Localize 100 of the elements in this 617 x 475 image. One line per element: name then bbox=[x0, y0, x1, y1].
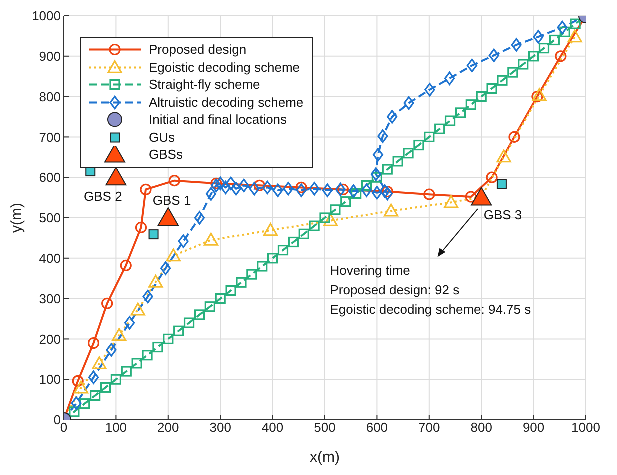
point bbox=[309, 220, 320, 232]
point bbox=[106, 167, 127, 186]
point bbox=[69, 406, 80, 418]
legend-label: Egoistic decoding scheme bbox=[149, 60, 300, 75]
point bbox=[124, 316, 136, 330]
point bbox=[486, 83, 498, 94]
y-tick-label: 900 bbox=[39, 49, 61, 64]
legend-label: Proposed design bbox=[149, 42, 247, 58]
y-tick-label: 600 bbox=[39, 170, 61, 186]
point bbox=[322, 184, 333, 198]
point bbox=[557, 20, 568, 35]
point bbox=[403, 148, 414, 159]
point bbox=[404, 96, 414, 110]
point bbox=[238, 178, 250, 192]
point bbox=[88, 337, 100, 350]
point bbox=[528, 51, 540, 62]
point bbox=[382, 186, 393, 201]
point bbox=[90, 390, 101, 402]
point bbox=[424, 188, 436, 200]
legend-label: Initial and final locations bbox=[149, 112, 288, 128]
point bbox=[80, 398, 90, 410]
point bbox=[387, 110, 398, 124]
x-tick-label: 1000 bbox=[572, 420, 600, 436]
point bbox=[206, 187, 217, 201]
point bbox=[455, 108, 466, 118]
point bbox=[100, 382, 112, 393]
point bbox=[568, 30, 582, 43]
point bbox=[257, 261, 268, 272]
annotation: Hovering time bbox=[330, 263, 410, 278]
point bbox=[382, 164, 393, 175]
point bbox=[148, 274, 164, 288]
y-axis-title: y(m) bbox=[8, 203, 26, 233]
point bbox=[132, 358, 142, 369]
point bbox=[166, 248, 181, 262]
legend-label: Straight-fly scheme bbox=[149, 77, 260, 92]
point bbox=[283, 182, 294, 196]
point bbox=[392, 156, 404, 167]
point bbox=[71, 396, 82, 410]
point bbox=[112, 328, 127, 342]
point bbox=[204, 232, 219, 246]
y-tick-label: 200 bbox=[39, 332, 61, 347]
point bbox=[121, 366, 132, 377]
point bbox=[215, 294, 226, 304]
point bbox=[323, 214, 338, 227]
point bbox=[142, 350, 153, 361]
y-tick-label: 1000 bbox=[32, 8, 61, 24]
point bbox=[348, 184, 360, 198]
y-tick-label: 300 bbox=[39, 291, 61, 306]
point bbox=[262, 180, 273, 194]
point bbox=[130, 302, 146, 316]
y-tick-label: 500 bbox=[39, 210, 61, 226]
point bbox=[570, 18, 581, 30]
annotation: Proposed design: 92 s bbox=[330, 282, 460, 298]
point bbox=[298, 228, 310, 240]
point bbox=[361, 184, 372, 198]
x-tick-label: 700 bbox=[418, 420, 440, 436]
point bbox=[278, 245, 289, 256]
point bbox=[320, 212, 330, 224]
point bbox=[337, 184, 350, 196]
y-tick-label: 100 bbox=[39, 372, 61, 388]
point bbox=[288, 236, 299, 248]
point bbox=[236, 277, 247, 288]
point bbox=[92, 356, 107, 370]
point bbox=[220, 180, 232, 194]
point bbox=[471, 187, 492, 206]
point bbox=[254, 180, 266, 192]
point bbox=[120, 260, 132, 272]
point bbox=[135, 222, 148, 234]
point bbox=[74, 380, 89, 394]
point bbox=[476, 92, 487, 102]
point bbox=[142, 290, 154, 304]
point bbox=[296, 182, 308, 194]
x-axis-title: x(m) bbox=[310, 449, 340, 466]
point bbox=[370, 168, 382, 182]
point bbox=[444, 72, 456, 86]
annotation: Egoistic decoding scheme: 94.75 s bbox=[330, 302, 532, 317]
point bbox=[168, 175, 180, 187]
point bbox=[555, 50, 567, 62]
point bbox=[330, 204, 341, 216]
point bbox=[372, 148, 384, 162]
point bbox=[140, 184, 152, 196]
point bbox=[424, 132, 435, 142]
x-tick-label: 300 bbox=[210, 420, 232, 436]
point bbox=[335, 182, 346, 197]
x-tick-label: 100 bbox=[105, 420, 128, 436]
point bbox=[511, 38, 522, 52]
y-tick-label: 700 bbox=[39, 130, 61, 145]
y-tick-label: 400 bbox=[39, 251, 61, 266]
point bbox=[246, 269, 258, 280]
point bbox=[272, 184, 284, 198]
point bbox=[496, 179, 507, 190]
x-tick-label: 900 bbox=[522, 420, 545, 436]
point bbox=[434, 124, 446, 134]
legend-label: Altruistic decoding scheme bbox=[149, 94, 304, 110]
point bbox=[486, 172, 498, 184]
annotation: GBS 3 bbox=[484, 208, 522, 223]
point bbox=[148, 230, 159, 240]
point bbox=[465, 191, 477, 203]
point bbox=[533, 30, 544, 44]
point bbox=[380, 184, 390, 198]
